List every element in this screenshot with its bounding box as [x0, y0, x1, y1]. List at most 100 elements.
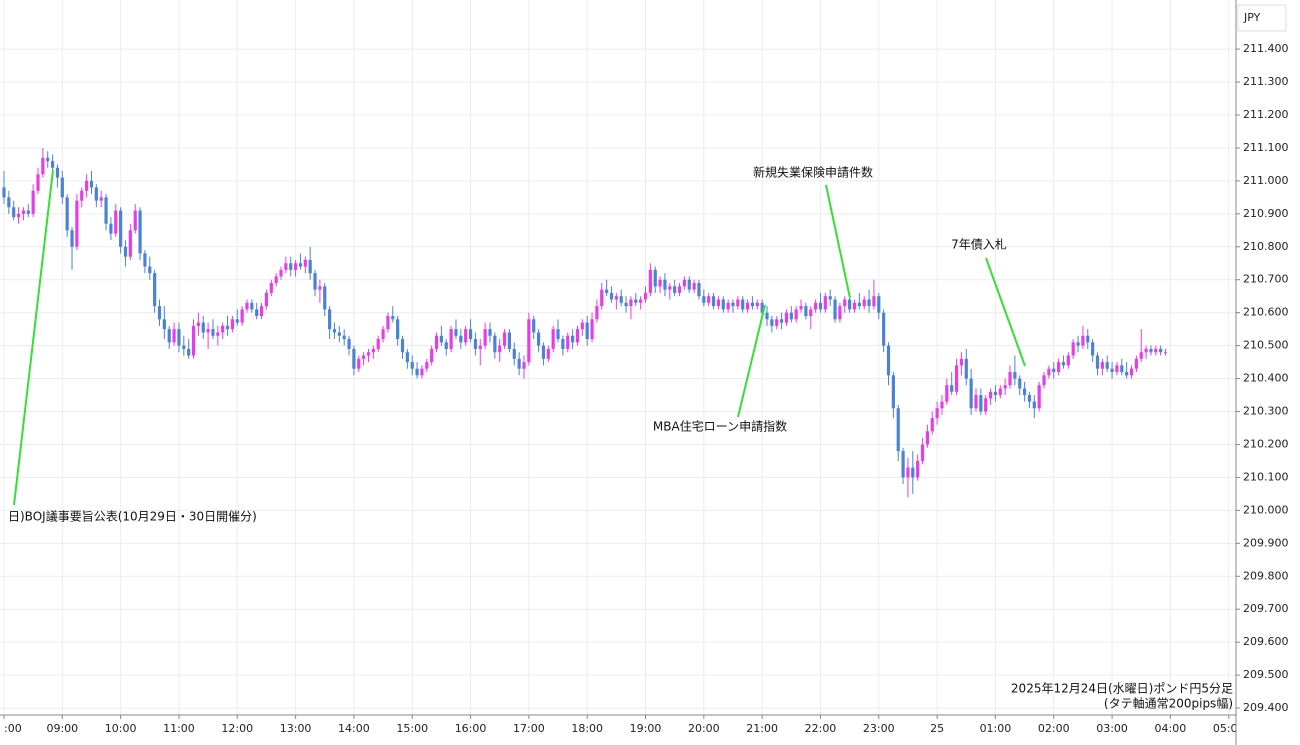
candle-body [70, 230, 74, 247]
candle-body [799, 306, 803, 310]
candle-body [605, 289, 609, 293]
candle-body [337, 332, 341, 336]
candle-body [527, 319, 531, 363]
candle-body [911, 467, 915, 478]
candle-body [930, 418, 934, 432]
candle-body [634, 299, 638, 303]
candle-body [85, 180, 89, 191]
candle-body [624, 302, 628, 307]
candle-body [590, 319, 594, 340]
y-tick-label: 209.500 [1243, 668, 1289, 681]
candle-body [109, 223, 113, 234]
candle-body [1037, 385, 1041, 409]
candle-body [682, 279, 686, 287]
x-tick-label: 10:00 [105, 722, 137, 735]
y-tick-label: 210.200 [1243, 437, 1289, 450]
candle-body [532, 319, 536, 333]
x-tick-label: 04:00 [1155, 722, 1187, 735]
candle-body [1095, 355, 1100, 369]
y-tick-label: 209.700 [1243, 602, 1289, 615]
candle-body [969, 378, 973, 409]
candle-body [964, 358, 968, 379]
unit-box [1237, 4, 1287, 32]
candle-body [7, 197, 11, 208]
x-tick-label: 22:00 [805, 722, 837, 735]
candle-body [347, 339, 351, 349]
candle-body [507, 332, 512, 349]
candle-body [148, 266, 152, 274]
candle-body [94, 187, 98, 201]
y-tick-label: 210.500 [1243, 339, 1289, 352]
x-tick-label: 14:00 [338, 722, 370, 735]
candle-body [1144, 348, 1148, 353]
candle-body [770, 319, 774, 326]
candle-body [1081, 335, 1085, 346]
candle-body [89, 180, 94, 188]
candle-body [259, 306, 264, 316]
candle-body [1042, 375, 1046, 386]
candle-body [46, 157, 50, 162]
candle-body [945, 385, 949, 402]
candle-body [444, 342, 448, 349]
candle-body [896, 408, 900, 452]
candle-body [454, 329, 458, 336]
candle-body [1066, 355, 1070, 366]
candle-body [595, 306, 599, 320]
candle-body [289, 263, 293, 270]
x-tick-label: 12:00 [221, 722, 253, 735]
candle-body [1154, 348, 1158, 353]
annotation: 日)BOJ議事要旨公表(10月29日・30日開催分) [8, 510, 257, 524]
candle-body [1163, 352, 1168, 354]
y-tick-label: 210.900 [1243, 207, 1289, 220]
candle-body [750, 302, 755, 307]
candle-body [556, 329, 560, 340]
candle-body [877, 296, 881, 313]
candle-body [133, 210, 137, 231]
candle-body [561, 339, 565, 349]
candle-body [882, 312, 886, 346]
candle-body [143, 253, 147, 267]
candle-body [804, 306, 808, 316]
x-tick-label: 13:00 [280, 722, 312, 735]
candle-body [541, 345, 546, 359]
candle-body [274, 276, 278, 284]
candle-body [993, 391, 998, 396]
annotation-line [825, 184, 851, 299]
candle-body [386, 315, 390, 330]
candle-body [1061, 362, 1066, 366]
candle-body [303, 259, 307, 267]
candle-body [814, 302, 818, 310]
candle-body [439, 335, 443, 343]
candle-body [566, 335, 570, 349]
candle-body [663, 279, 667, 290]
candle-body [245, 302, 249, 310]
x-tick-label: 17:00 [513, 722, 545, 735]
candle-body [498, 345, 502, 353]
candle-body [240, 309, 244, 323]
x-tick-label: 01:00 [980, 722, 1012, 735]
y-tick-label: 211.000 [1243, 174, 1289, 187]
candle-body [50, 161, 55, 168]
candle-body [852, 302, 857, 310]
candle-body [512, 348, 516, 359]
candle-body [128, 230, 132, 257]
candle-body [1032, 401, 1036, 409]
candle-body [177, 329, 181, 346]
candle-body [119, 210, 123, 247]
candle-body [1057, 362, 1061, 372]
candle-body [1149, 348, 1153, 353]
candle-body [697, 283, 701, 297]
y-tick-label: 210.400 [1243, 372, 1289, 385]
x-tick-label: 03:00 [1096, 722, 1128, 735]
candle-body [182, 345, 186, 349]
x-tick-label: 16:00 [455, 722, 487, 735]
candle-body [1047, 368, 1051, 376]
candle-body [731, 302, 735, 307]
candle-body [206, 329, 210, 333]
candle-body [250, 302, 254, 310]
candle-body [468, 329, 473, 340]
candle-body [1134, 358, 1138, 369]
candle-body [99, 197, 103, 201]
